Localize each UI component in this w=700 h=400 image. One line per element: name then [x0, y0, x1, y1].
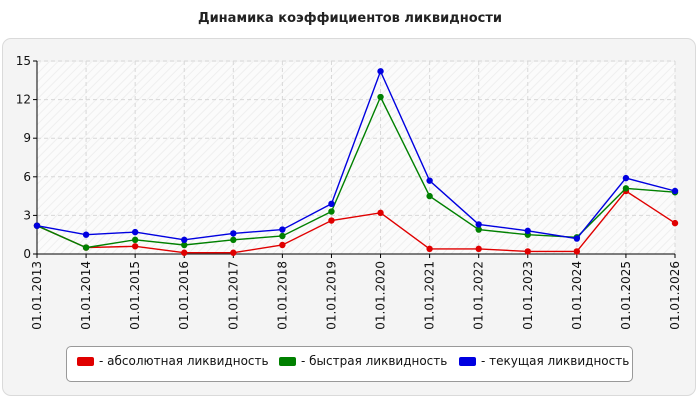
- data-point-series-1: [475, 226, 482, 233]
- data-point-series-2: [622, 174, 630, 182]
- y-tick-label: 15: [16, 54, 31, 68]
- legend-swatch: [77, 356, 94, 366]
- x-tick-label: 01.01.2024: [570, 261, 584, 330]
- data-point-series-1: [181, 241, 188, 249]
- legend-swatch: [459, 356, 476, 366]
- y-tick-label: 0: [23, 247, 31, 261]
- x-tick-label: 01.01.2015: [128, 261, 142, 330]
- legend: - абсолютная ликвидность - быстрая ликви…: [66, 346, 633, 382]
- plot-background: [37, 62, 675, 254]
- data-point-series-0: [573, 248, 581, 255]
- data-point-series-2: [131, 228, 139, 236]
- data-point-series-1: [426, 192, 433, 200]
- data-point-series-1: [328, 208, 335, 215]
- data-point-series-2: [279, 226, 286, 233]
- x-tick-label: 01.01.2026: [668, 261, 682, 330]
- series-line-2: [36, 69, 676, 241]
- data-point-series-1: [622, 185, 630, 192]
- data-point-series-1: [230, 236, 237, 244]
- data-point-series-2: [573, 235, 581, 242]
- data-point-series-0: [328, 217, 335, 224]
- x-tick-label: 01.01.2019: [324, 261, 338, 330]
- legend-item-absolute: - абсолютная ликвидность: [77, 354, 269, 368]
- data-point-series-2: [82, 231, 90, 238]
- data-point-series-0: [230, 249, 237, 256]
- series-line-0: [36, 190, 676, 254]
- legend-label: - текущая ликвидность: [481, 354, 630, 368]
- y-tick-label: 3: [23, 208, 31, 222]
- data-point-series-0: [524, 248, 531, 255]
- x-tick-label: 01.01.2025: [619, 261, 633, 330]
- y-tick-label: 6: [23, 170, 31, 184]
- legend-item-quick: - быстрая ликвидность: [279, 354, 447, 368]
- x-tick-label: 01.01.2018: [275, 261, 289, 330]
- data-point-series-0: [131, 243, 139, 250]
- data-point-series-2: [33, 222, 41, 229]
- data-point-series-2: [524, 227, 531, 235]
- data-point-series-0: [475, 245, 482, 253]
- x-tick-label: 01.01.2020: [374, 261, 388, 330]
- x-tick-label: 01.01.2016: [177, 261, 191, 330]
- legend-swatch: [279, 356, 296, 366]
- data-point-series-1: [82, 244, 90, 251]
- data-point-series-0: [279, 241, 286, 249]
- data-point-series-2: [230, 230, 237, 237]
- x-tick-label: 01.01.2022: [472, 261, 486, 330]
- data-point-series-2: [475, 221, 482, 228]
- data-point-series-1: [279, 232, 286, 240]
- y-tick-label: 12: [16, 93, 31, 107]
- data-point-series-1: [377, 93, 384, 101]
- x-tick-label: 01.01.2014: [79, 261, 93, 330]
- data-point-series-2: [671, 187, 679, 195]
- data-point-series-0: [377, 209, 384, 217]
- data-point-series-2: [377, 68, 384, 75]
- data-point-series-1: [131, 236, 139, 244]
- data-point-series-2: [181, 236, 188, 244]
- x-tick-label: 01.01.2023: [521, 261, 535, 330]
- legend-label: - быстрая ликвидность: [301, 354, 448, 368]
- data-point-series-0: [181, 249, 188, 256]
- y-tick-label: 9: [23, 131, 31, 145]
- x-tick-label: 01.01.2013: [30, 261, 44, 330]
- data-point-series-0: [426, 245, 433, 253]
- data-point-series-2: [328, 200, 335, 208]
- data-point-series-2: [426, 177, 433, 184]
- chart-title: Динамика коэффициентов ликвидности: [198, 11, 502, 26]
- x-tick-label: 01.01.2021: [423, 261, 437, 330]
- data-point-series-0: [671, 219, 679, 227]
- legend-label: - абсолютная ликвидность: [99, 354, 269, 368]
- legend-item-current: - текущая ликвидность: [459, 354, 629, 368]
- x-tick-label: 01.01.2017: [226, 261, 240, 330]
